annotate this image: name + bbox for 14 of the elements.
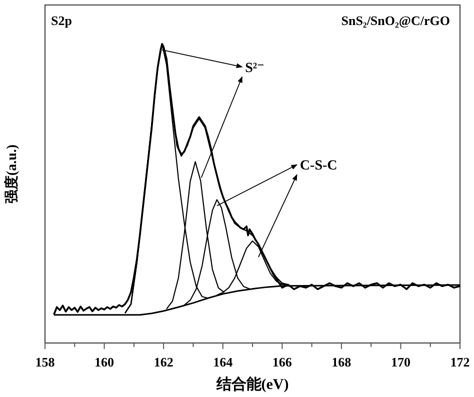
x-axis-title: 结合能(eV): [215, 376, 289, 393]
x-tick-label: 168: [332, 354, 352, 370]
annotation: S²⁻: [245, 60, 264, 76]
text: S2p: [51, 13, 72, 28]
x-tick-label: 172: [450, 354, 470, 370]
x-tick-label: 162: [154, 354, 174, 370]
x-tick-label: 164: [213, 354, 234, 370]
x-tick-label: 166: [272, 354, 292, 370]
y-axis-title: 强度(a.u.): [3, 144, 20, 204]
text: SnS₂/SnO₂@C/rGO: [341, 13, 450, 28]
x-tick-label: 170: [390, 354, 410, 370]
annotation: C-S-C: [300, 158, 338, 174]
x-tick-label: 158: [35, 354, 56, 370]
x-tick-label: 160: [94, 354, 114, 370]
